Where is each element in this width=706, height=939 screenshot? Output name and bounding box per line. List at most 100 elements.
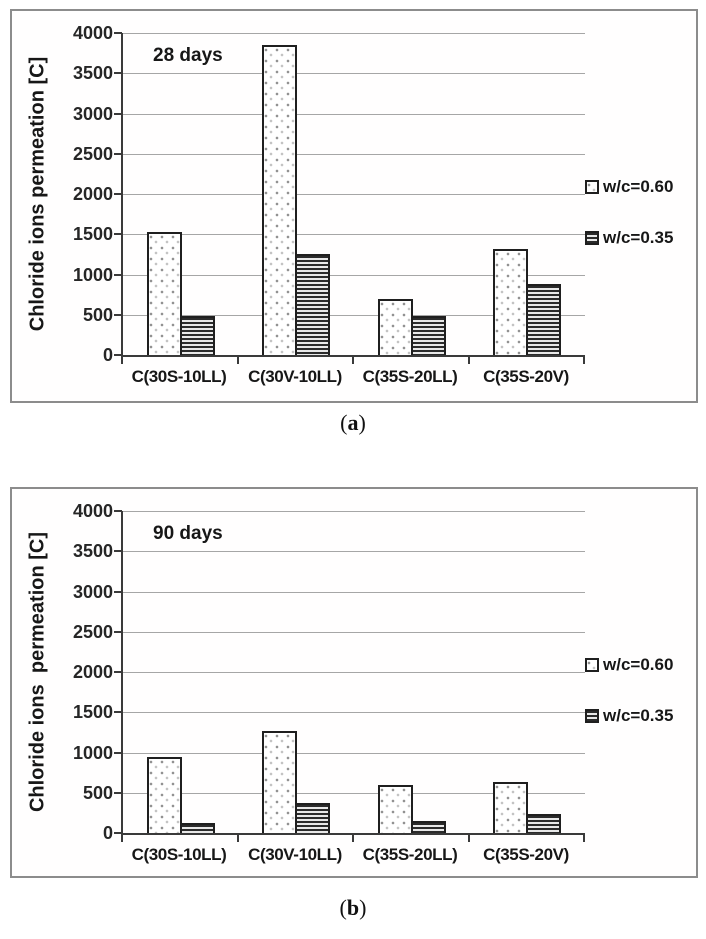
gridline — [123, 753, 585, 754]
y-tick-label: 2000 — [72, 662, 113, 682]
bar-wc035 — [295, 254, 330, 355]
gridline — [123, 114, 585, 115]
y-tick-label: 2500 — [72, 622, 113, 642]
caption-paren: ) — [358, 410, 366, 435]
y-axis-tick — [114, 550, 122, 552]
y-tick-label: 3000 — [72, 582, 113, 602]
legend-label: w/c=0.60 — [603, 177, 674, 196]
gridline — [123, 511, 585, 512]
chart-panel-a: Chloride ions permeation [C] 4000 3500 300… — [10, 9, 698, 403]
gridline — [123, 73, 585, 74]
legend-label: w/c=0.60 — [603, 655, 674, 674]
y-tick-label: 4000 — [72, 501, 113, 521]
y-tick-label: 1500 — [72, 224, 113, 244]
bar-wc060 — [493, 782, 528, 833]
y-axis-tick — [114, 274, 122, 276]
y-axis-tick — [114, 832, 122, 834]
age-annotation: 90 days — [153, 523, 223, 544]
y-tick-label: 500 — [82, 305, 113, 325]
category-label: C(35S-20LL) — [362, 845, 458, 864]
y-axis-tick — [114, 193, 122, 195]
y-axis-tick — [114, 233, 122, 235]
x-axis-tick — [121, 834, 123, 842]
gridline — [123, 551, 585, 552]
bar-wc060 — [378, 299, 413, 355]
y-axis-tick — [114, 314, 122, 316]
category-label: C(30S-10LL) — [131, 367, 227, 386]
y-axis-tick — [114, 510, 122, 512]
x-axis-tick — [468, 834, 470, 842]
y-tick-label: 3500 — [72, 541, 113, 561]
y-tick-labels: 4000 3500 3000 2500 2000 1500 1000 500 0 — [12, 23, 113, 365]
legend-marker-wc035 — [585, 231, 599, 245]
y-tick-label: 2000 — [72, 184, 113, 204]
y-tick-label: 0 — [102, 823, 113, 843]
gridline — [123, 793, 585, 794]
x-axis-tick — [583, 356, 585, 364]
gridline — [123, 592, 585, 593]
x-axis-tick — [121, 356, 123, 364]
legend: w/c=0.60 w/c=0.35 — [585, 655, 673, 726]
legend-entry: w/c=0.60 — [585, 655, 673, 675]
figure-caption-b: (b) — [0, 895, 706, 921]
category-label: C(35S-20V) — [483, 845, 569, 864]
bar-wc060 — [262, 45, 297, 355]
category-label: C(35S-20V) — [483, 367, 569, 386]
x-category-labels: C(30S-10LL) C(30V-10LL) C(35S-20LL) C(35S-2… — [121, 845, 583, 871]
y-axis-tick — [114, 752, 122, 754]
legend-marker-wc060 — [585, 180, 599, 194]
x-axis-tick — [237, 834, 239, 842]
y-axis-tick — [114, 153, 122, 155]
category-label: C(30V-10LL) — [248, 845, 342, 864]
bar-wc060 — [147, 757, 182, 833]
gridline — [123, 275, 585, 276]
y-tick-labels: 4000 3500 3000 2500 2000 1500 1000 500 0 — [12, 501, 113, 843]
gridline — [123, 194, 585, 195]
y-axis-tick — [114, 792, 122, 794]
y-tick-label: 3500 — [72, 63, 113, 83]
gridline — [123, 154, 585, 155]
x-axis-tick — [468, 356, 470, 364]
caption-paren: ) — [359, 895, 367, 920]
x-axis-tick — [583, 834, 585, 842]
caption-paren: ( — [339, 895, 347, 920]
category-label: C(35S-20LL) — [362, 367, 458, 386]
bar-wc035 — [526, 284, 561, 355]
bar-wc035 — [180, 316, 215, 355]
bar-wc060 — [262, 731, 297, 833]
y-axis-tick — [114, 32, 122, 34]
y-axis-tick — [114, 113, 122, 115]
bar-wc035 — [526, 814, 561, 833]
age-annotation: 28 days — [153, 45, 223, 66]
y-tick-label: 1500 — [72, 702, 113, 722]
legend-entry: w/c=0.60 — [585, 177, 673, 197]
x-axis-tick — [352, 356, 354, 364]
bar-wc060 — [378, 785, 413, 833]
y-tick-label: 3000 — [72, 104, 113, 124]
y-axis-tick — [114, 711, 122, 713]
legend-label: w/c=0.35 — [603, 706, 674, 725]
gridline — [123, 712, 585, 713]
gridline — [123, 632, 585, 633]
bar-wc060 — [493, 249, 528, 355]
legend-marker-wc060 — [585, 658, 599, 672]
plot-area: 28 days — [114, 32, 585, 364]
y-tick-label: 1000 — [72, 265, 113, 285]
bar-wc035 — [411, 316, 446, 355]
gridline — [123, 315, 585, 316]
bar-wc035 — [180, 823, 215, 833]
caption-letter: b — [346, 895, 360, 920]
category-label: C(30V-10LL) — [248, 367, 342, 386]
legend: w/c=0.60 w/c=0.35 — [585, 177, 673, 248]
y-axis-tick — [114, 631, 122, 633]
y-tick-label: 0 — [102, 345, 113, 365]
bar-wc060 — [147, 232, 182, 355]
caption-paren: ( — [340, 410, 348, 435]
bar-wc035 — [295, 803, 330, 833]
gridline — [123, 33, 585, 34]
y-tick-label: 2500 — [72, 144, 113, 164]
bar-wc035 — [411, 821, 446, 833]
x-category-labels: C(30S-10LL) C(30V-10LL) C(35S-20LL) C(35S-2… — [121, 367, 583, 393]
gridline — [123, 234, 585, 235]
